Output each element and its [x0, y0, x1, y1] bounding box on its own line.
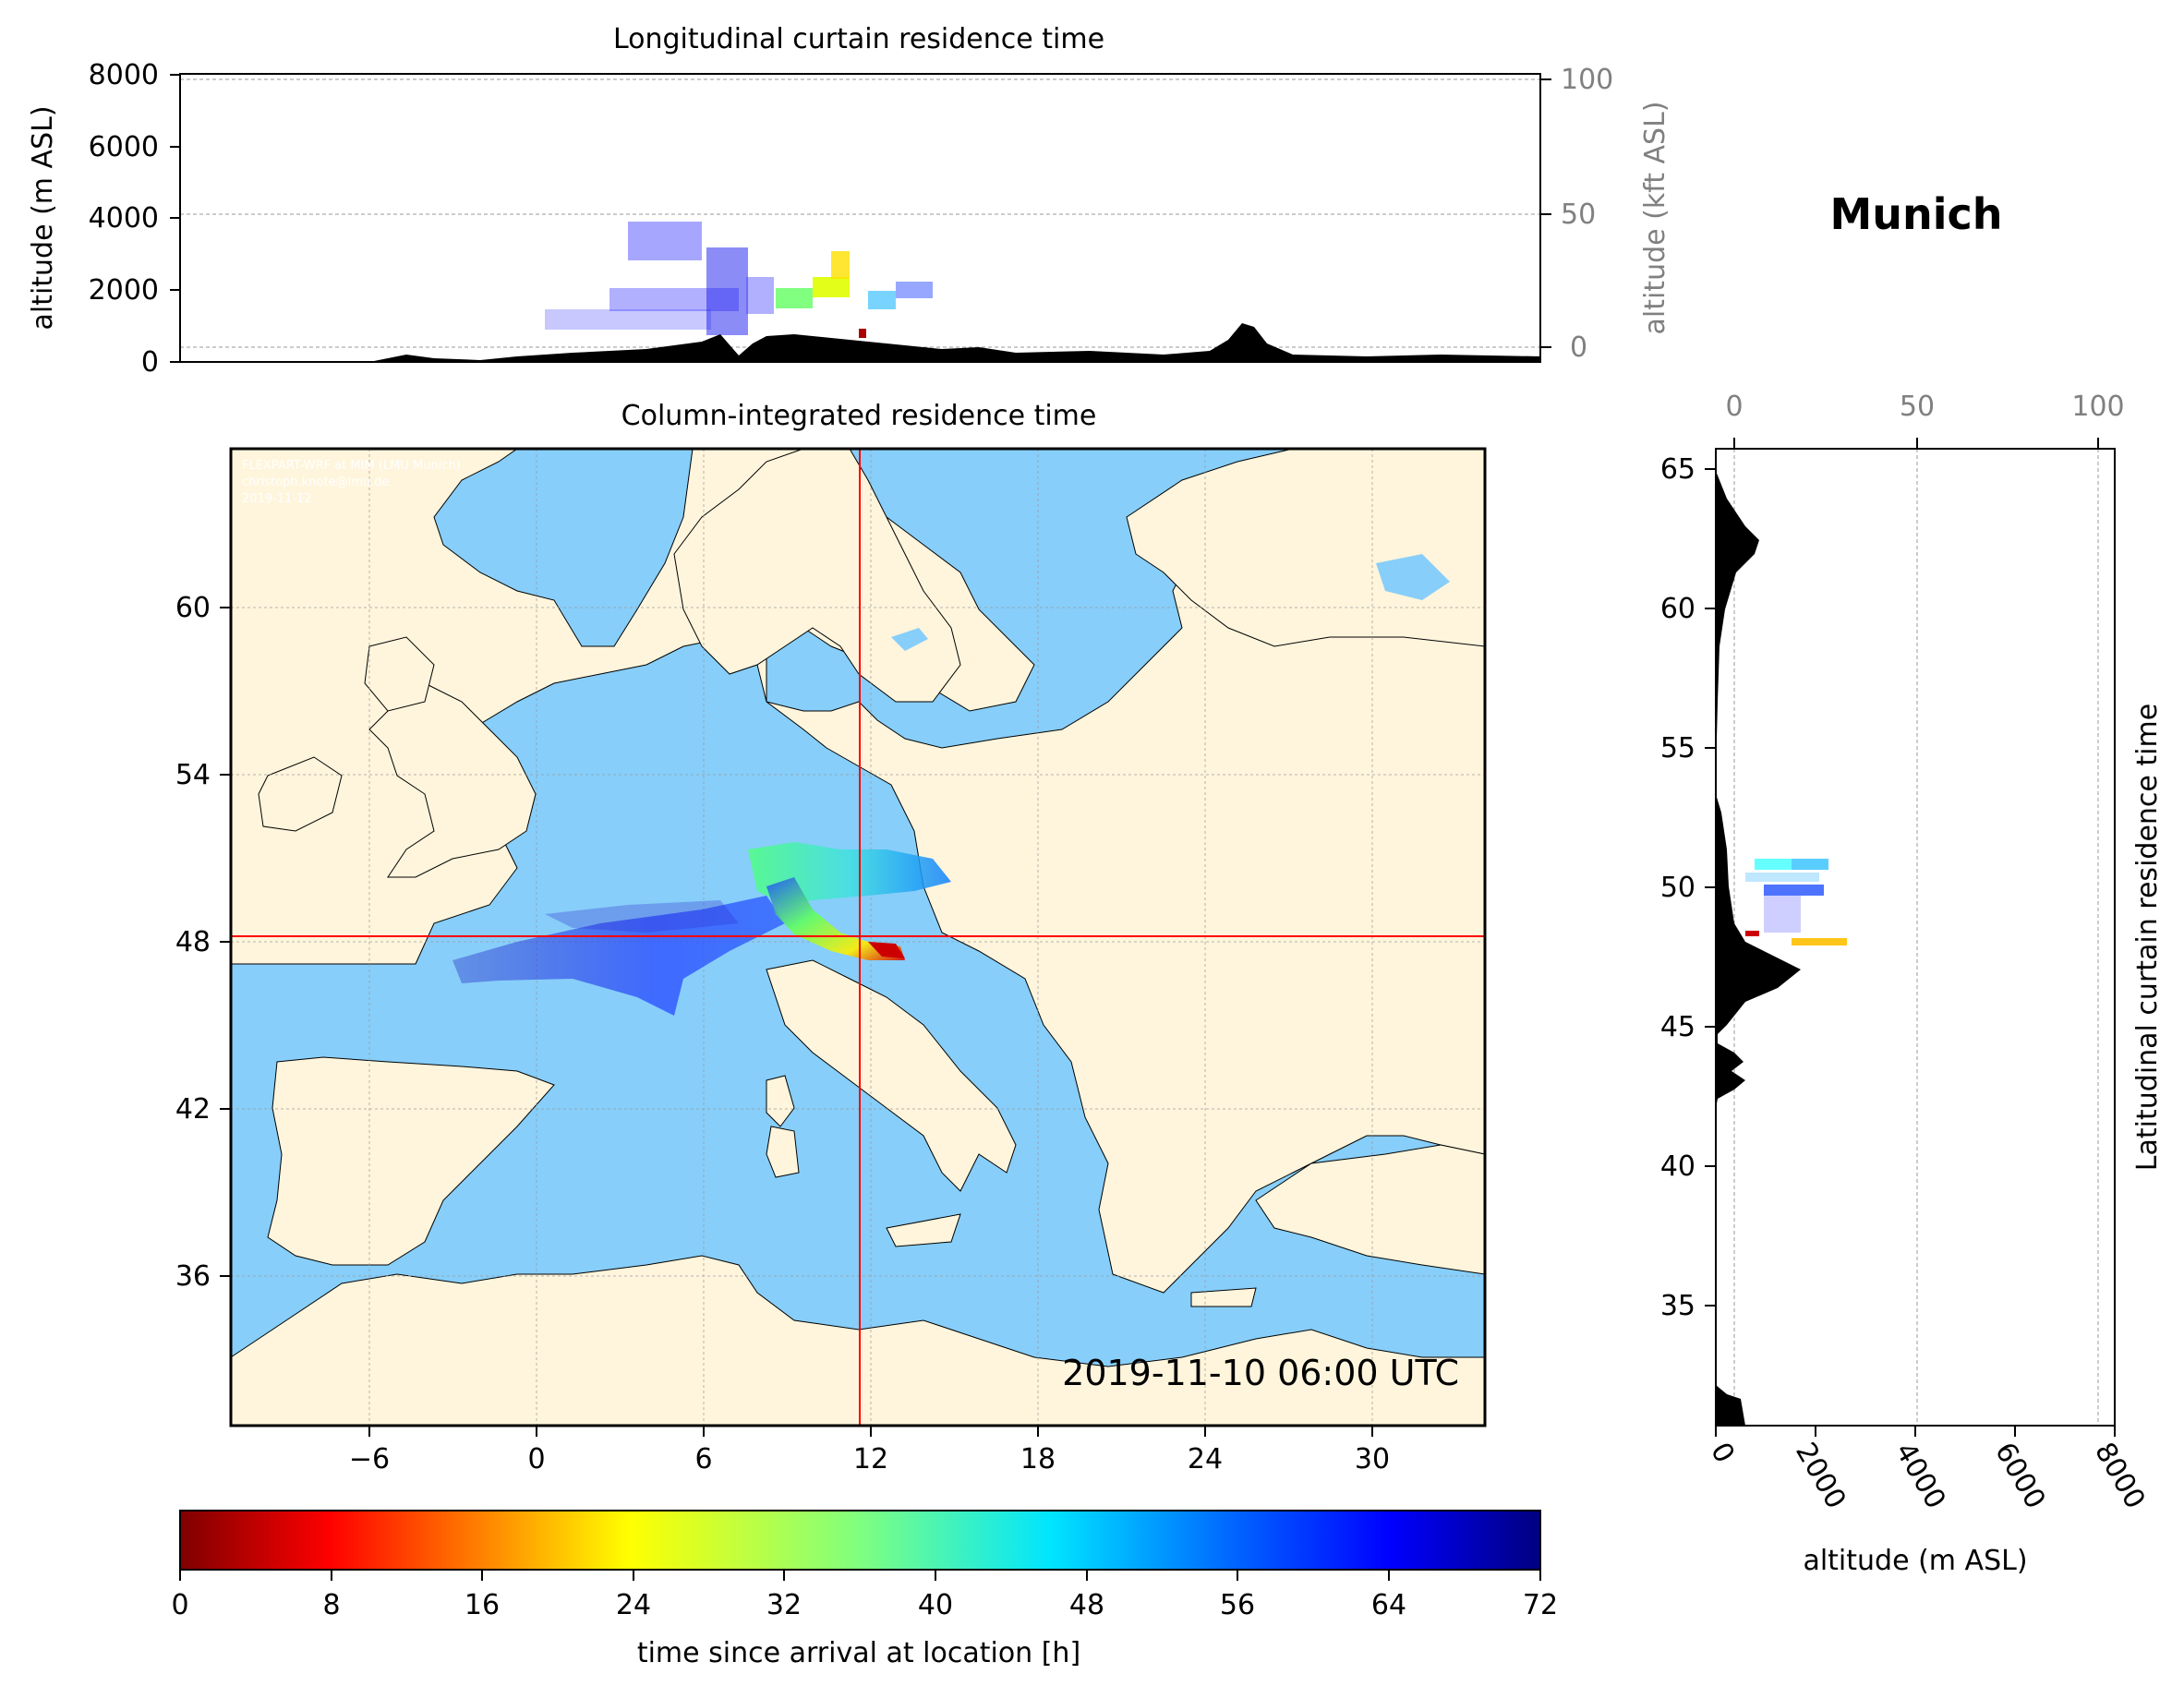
colorbar-tick: 64 [1371, 1589, 1406, 1621]
right-xlabel: altitude (m ASL) [1803, 1545, 2027, 1577]
location-title: Munich [1829, 189, 2002, 239]
right-xtick-bottom: 6000 [1988, 1438, 2051, 1515]
timestamp: 2019-11-10 06:00 UTC [1062, 1353, 1459, 1393]
right-ytick: 50 [1660, 872, 1695, 904]
residence-plume [452, 842, 951, 1016]
right-ytick: 60 [1660, 593, 1695, 625]
colorbar-tick: 16 [465, 1589, 500, 1621]
top-ytick-left: 4000 [89, 202, 159, 235]
location-crosshair [231, 449, 1485, 1426]
right-ytick: 65 [1660, 453, 1695, 486]
annotation-line: 2019-11-12 [242, 492, 312, 506]
right-ytick: 55 [1660, 732, 1695, 765]
longitudinal-curtain-panel: Longitudinal curtain residence time [27, 23, 1671, 379]
right-xtick-top: 0 [1725, 391, 1743, 423]
map-xtick: 30 [1355, 1443, 1390, 1475]
colorbar-tick: 72 [1523, 1589, 1558, 1621]
map-xtick: 12 [853, 1443, 888, 1475]
colorbar-tick: 8 [322, 1589, 340, 1621]
map-panel: Column-integrated residence time [175, 400, 1487, 1475]
top-ytick-left: 8000 [89, 59, 159, 91]
colorbar-tick: 40 [918, 1589, 953, 1621]
top-ylabel-left: altitude (m ASL) [27, 105, 59, 330]
map-xtick: 6 [694, 1443, 712, 1475]
map-xtick: −6 [349, 1443, 390, 1475]
map-ytick: 54 [175, 759, 211, 791]
lake [1376, 554, 1450, 600]
map-xtick: 18 [1020, 1443, 1056, 1475]
map-ytick: 48 [175, 926, 211, 958]
colorbar-gradient [179, 1510, 1541, 1571]
top-ylabel-right: altitude (kft ASL) [1639, 101, 1671, 334]
colorbar-tick: 0 [171, 1589, 188, 1621]
colorbar-label: time since arrival at location [h] [637, 1637, 1080, 1669]
annotation-line: FLEXPART-WRF at MIM (LMU Munich) [242, 459, 461, 473]
map-xtick: 24 [1188, 1443, 1223, 1475]
colorbar-tick: 32 [766, 1589, 802, 1621]
land [231, 449, 1485, 1426]
map-xtick: 0 [527, 1443, 545, 1475]
top-ytick-left: 6000 [89, 131, 159, 163]
top-panel-title: Longitudinal curtain residence time [613, 23, 1104, 55]
latitudinal-curtain-panel: 35 40 45 50 55 60 65 0 50 100 0 2000 400… [1660, 391, 2164, 1577]
map-ytick: 42 [175, 1093, 211, 1126]
map-panel-title: Column-integrated residence time [621, 400, 1097, 432]
right-curtain-residence [1745, 859, 1847, 945]
colorbar-tick: 56 [1220, 1589, 1255, 1621]
right-terrain [1716, 449, 1801, 1426]
colorbar: 0 8 16 24 32 40 48 56 64 72 time since a… [171, 1510, 1558, 1669]
right-xtick-bottom: 8000 [2088, 1438, 2151, 1515]
right-xtick-bottom: 0 [1704, 1438, 1741, 1469]
colorbar-tick: 48 [1069, 1589, 1104, 1621]
top-ytick-right: 50 [1561, 199, 1596, 231]
top-ytick-left: 0 [141, 346, 159, 379]
colorbar-tick: 24 [616, 1589, 651, 1621]
right-xtick-top: 100 [2071, 391, 2124, 423]
top-curtain-residence [545, 222, 933, 338]
top-ytick-left: 2000 [89, 274, 159, 307]
lake [891, 628, 928, 651]
right-xtick-top: 50 [1900, 391, 1935, 423]
right-ytick: 40 [1660, 1150, 1695, 1183]
top-ytick-right: 0 [1570, 331, 1587, 364]
right-ytick: 35 [1660, 1290, 1695, 1322]
map-ytick: 60 [175, 592, 211, 624]
right-xtick-bottom: 4000 [1888, 1438, 1951, 1515]
annotation-line: christoph.knote@lmu.de [242, 476, 390, 489]
top-terrain [180, 323, 1540, 362]
right-xtick-bottom: 2000 [1789, 1438, 1852, 1515]
top-ytick-right: 100 [1561, 64, 1613, 96]
map-ytick: 36 [175, 1260, 211, 1293]
right-ylabel: Latitudinal curtain residence time [2131, 704, 2164, 1171]
right-ytick: 45 [1660, 1011, 1695, 1043]
